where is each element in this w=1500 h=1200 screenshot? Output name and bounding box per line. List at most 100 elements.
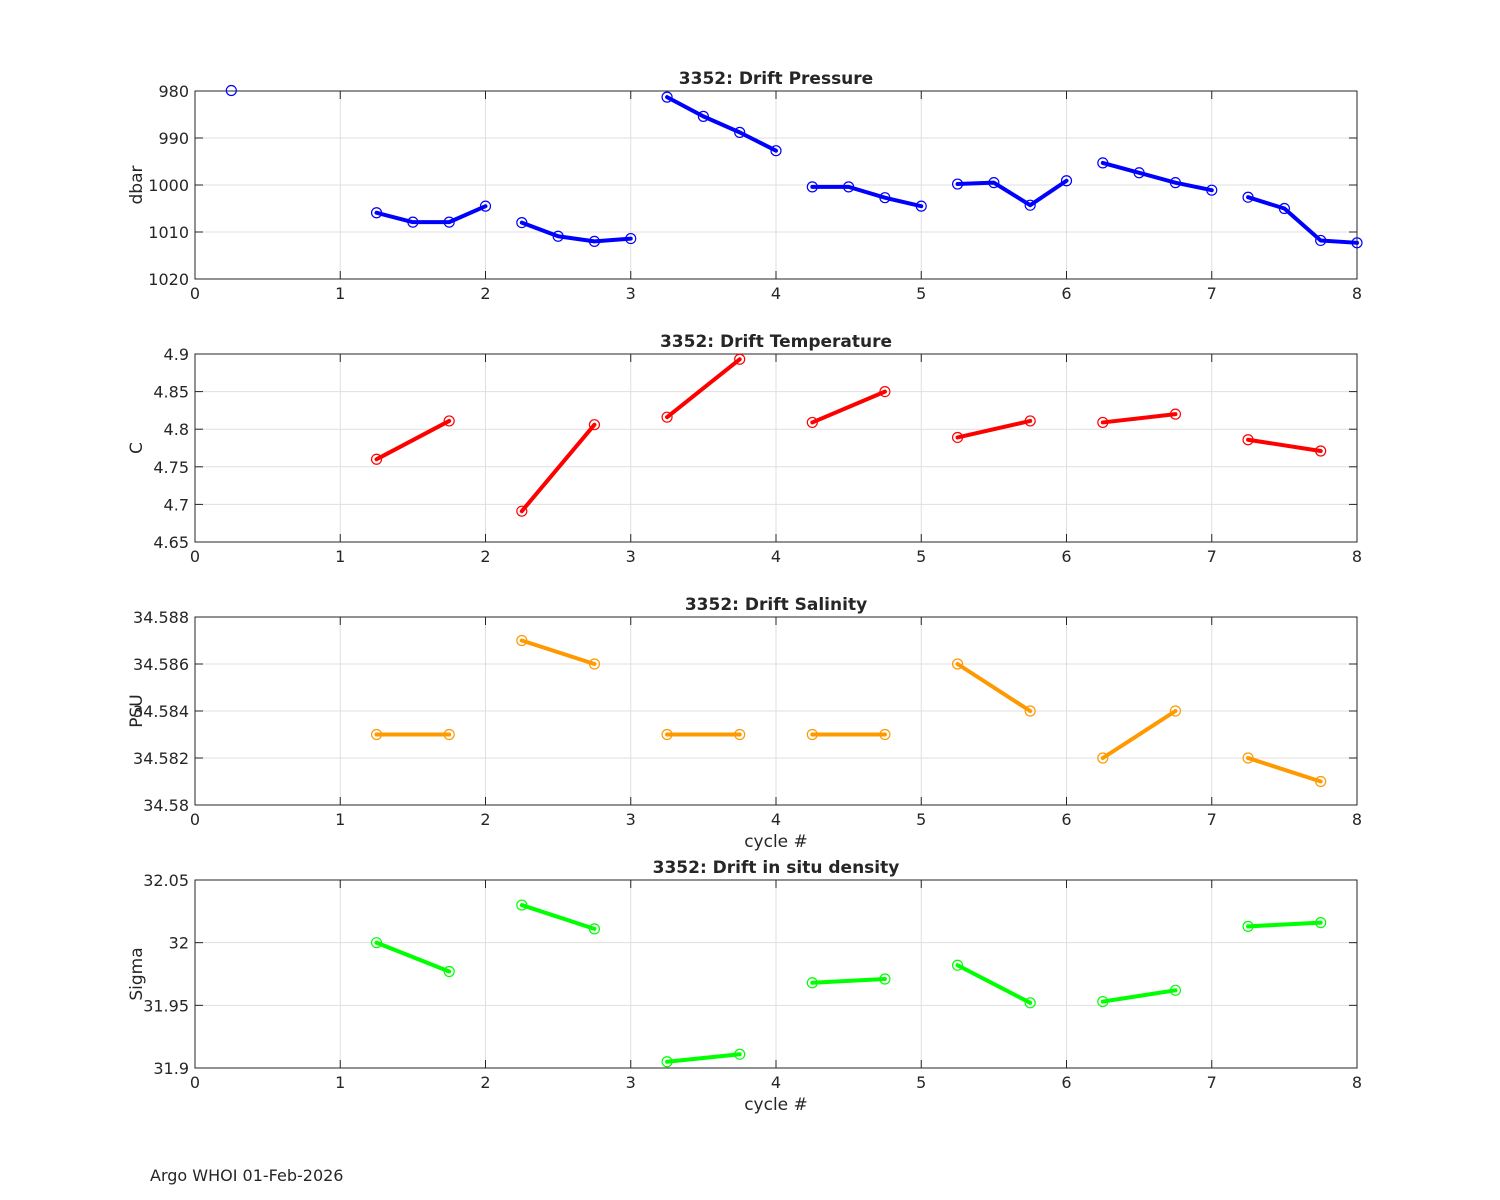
data-point — [552, 230, 564, 242]
data-point — [588, 419, 601, 431]
series-line — [955, 662, 1033, 713]
x-tick-label: 6 — [1061, 810, 1071, 829]
series-line — [810, 389, 887, 425]
y-tick-label: 32 — [169, 934, 189, 953]
data-point — [516, 505, 528, 517]
data-point — [879, 728, 891, 741]
footer-text: Argo WHOI 01-Feb-2026 — [150, 1166, 344, 1185]
y-tick-label: 32.05 — [143, 871, 189, 890]
y-tick-label: 31.95 — [143, 996, 189, 1015]
x-axis-label: cycle # — [744, 1095, 808, 1115]
x-tick-label: 6 — [1061, 547, 1071, 566]
y-tick-label: 1010 — [148, 223, 189, 242]
data-point — [1024, 415, 1036, 427]
y-tick-label: 4.85 — [153, 383, 189, 402]
y-tick-label: 34.586 — [133, 655, 189, 674]
data-point — [988, 177, 1000, 189]
axes-box — [194, 353, 1358, 543]
series-line — [519, 220, 633, 244]
x-tick-label: 6 — [1061, 284, 1071, 303]
data-point — [661, 91, 673, 103]
chart-title: 3352: Drift in situ density — [653, 858, 900, 878]
series-line — [519, 422, 597, 514]
series-line — [1246, 920, 1323, 929]
data-point — [806, 728, 818, 741]
data-point — [516, 217, 528, 229]
data-point — [443, 415, 455, 427]
data-point — [625, 232, 637, 245]
series-line — [1100, 709, 1178, 760]
data-point — [1242, 920, 1254, 932]
x-tick-label: 0 — [190, 810, 200, 829]
x-tick-label: 1 — [335, 810, 345, 829]
series-line — [1246, 756, 1323, 784]
data-point — [1169, 408, 1182, 420]
data-point — [588, 658, 601, 670]
x-tick-label: 7 — [1207, 1073, 1217, 1092]
data-point — [1315, 234, 1327, 247]
data-point — [843, 181, 855, 193]
data-point — [443, 965, 455, 978]
data-point — [1060, 175, 1073, 187]
data-point — [1097, 995, 1109, 1008]
data-point — [1315, 917, 1327, 929]
y-tick-label: 980 — [158, 82, 189, 101]
y-axis-label: C — [127, 442, 147, 454]
y-tick-label: 4.8 — [164, 420, 189, 439]
series-line — [374, 204, 488, 225]
data-point — [1133, 167, 1145, 179]
series-line — [665, 95, 778, 153]
data-point — [1169, 705, 1182, 717]
data-point — [879, 192, 891, 204]
x-tick-label: 4 — [771, 284, 781, 303]
data-point — [806, 181, 818, 193]
chart-2: 0 1 2 3 4 5 6 7 8 4.65 4.7 4.75 4.8 4.85 4.9 3352: Drif… — [127, 332, 1362, 566]
x-tick-label: 1 — [335, 547, 345, 566]
x-tick-label: 0 — [190, 284, 200, 303]
x-tick-label: 3 — [626, 1073, 636, 1092]
x-tick-label: 1 — [335, 284, 345, 303]
x-tick-label: 5 — [916, 1073, 926, 1092]
data-point — [1024, 199, 1036, 211]
y-tick-label: 34.588 — [133, 608, 189, 627]
chart-3: 0 1 2 3 4 5 6 7 8 34.58 34.582 34.584 34.586 34.588 33… — [127, 595, 1362, 852]
series-line — [1100, 988, 1178, 1004]
data-point — [1278, 202, 1290, 215]
data-point — [1024, 705, 1036, 717]
y-tick-label: 4.65 — [153, 533, 189, 552]
data-point — [1315, 445, 1327, 457]
y-tick-label: 1020 — [148, 270, 189, 289]
y-axis-label: dbar — [127, 166, 147, 205]
data-point — [661, 411, 673, 423]
chart-4: 0 1 2 3 4 5 6 7 8 31.9 31.95 32 32.05 3352: Drift in … — [127, 858, 1362, 1115]
axes-box — [194, 879, 1358, 1069]
x-axis-label: cycle # — [744, 832, 808, 852]
data-point — [1351, 237, 1363, 249]
y-tick-label: 31.9 — [153, 1059, 189, 1078]
series-line — [1246, 437, 1323, 454]
x-tick-label: 1 — [335, 1073, 345, 1092]
x-tick-label: 7 — [1207, 810, 1217, 829]
y-tick-label: 4.9 — [164, 345, 189, 364]
series-line — [810, 184, 924, 209]
x-tick-label: 7 — [1207, 547, 1217, 566]
x-tick-label: 4 — [771, 547, 781, 566]
chart-title: 3352: Drift Temperature — [660, 332, 892, 352]
data-point — [370, 728, 383, 741]
axes-box — [194, 90, 1358, 280]
data-point — [951, 178, 964, 190]
series-line — [519, 638, 597, 666]
series-line — [665, 1052, 742, 1064]
data-point — [770, 145, 782, 157]
y-tick-label: 4.7 — [164, 495, 189, 514]
data-point — [1097, 752, 1109, 764]
data-point — [588, 923, 601, 935]
chart-1: 0 1 2 3 4 5 6 7 8 980 990 1000 1010 1020 3352: Drift P… — [127, 69, 1363, 303]
y-tick-label: 990 — [158, 129, 189, 148]
data-point — [443, 216, 455, 228]
x-tick-label: 8 — [1352, 1073, 1362, 1092]
y-tick-label: 4.75 — [153, 458, 189, 477]
chart-title: 3352: Drift Salinity — [685, 595, 867, 615]
data-point — [370, 207, 383, 219]
data-point — [951, 959, 964, 971]
